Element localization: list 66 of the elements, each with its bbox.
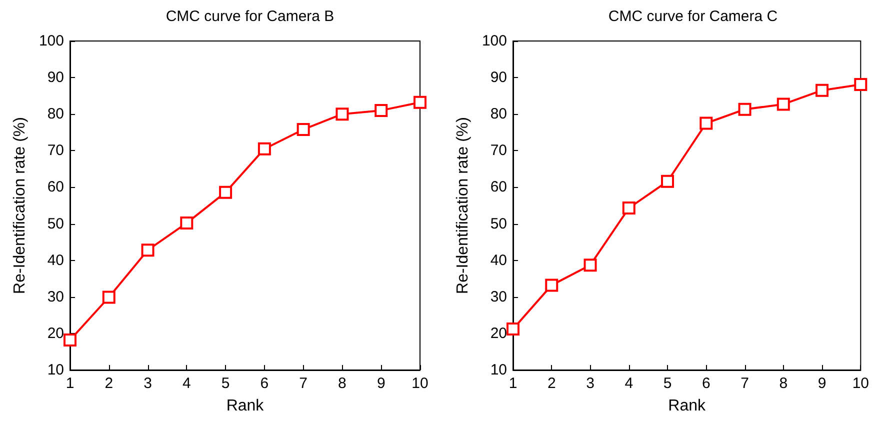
point xyxy=(414,96,426,109)
y-tick-label: 10 xyxy=(47,362,64,378)
y-tick-label: 20 xyxy=(490,324,507,342)
y-tick-label: 10 xyxy=(490,362,507,378)
x-tick-label: 9 xyxy=(818,375,826,392)
x-tick-label: 7 xyxy=(740,375,749,392)
x-tick-label: 5 xyxy=(221,375,230,392)
y-tick-label: 60 xyxy=(47,178,64,196)
point xyxy=(374,104,388,117)
y-tick-label: 40 xyxy=(490,252,507,269)
y-tick-label: 20 xyxy=(47,324,64,342)
point xyxy=(64,334,76,347)
point xyxy=(661,174,674,188)
point xyxy=(219,186,232,199)
x-tick-label: 3 xyxy=(144,375,152,392)
y-tick-label: 100 xyxy=(482,32,507,50)
x-tick-label: 4 xyxy=(182,375,191,392)
point xyxy=(180,216,194,230)
y-tick-label: 80 xyxy=(47,106,64,123)
x-tick-label: 9 xyxy=(376,375,386,392)
x-tick-label: 4 xyxy=(624,375,634,392)
y-tick-label: 90 xyxy=(490,69,507,86)
y-tick-label: 50 xyxy=(47,215,64,232)
x-tick-label: 7 xyxy=(299,375,308,392)
y-tick-label: 80 xyxy=(490,106,507,123)
y-tick-label: 70 xyxy=(490,142,507,160)
point xyxy=(336,108,349,121)
point xyxy=(622,202,636,215)
x-tick-label: 1 xyxy=(66,375,74,392)
x-tick-label: 6 xyxy=(702,375,710,392)
y-tick-label: 60 xyxy=(490,178,507,196)
point xyxy=(141,244,154,257)
x-axis-title: Rank xyxy=(668,398,706,414)
chart-title: CMC curve for Camera C xyxy=(608,8,778,25)
x-tick-label: 2 xyxy=(104,375,114,392)
point xyxy=(854,78,868,91)
y-axis-title: Re-Identification rate (%) xyxy=(454,117,472,294)
y-tick-label: 90 xyxy=(47,69,64,86)
y-axis-title: Re-Identification rate (%) xyxy=(12,117,29,294)
point xyxy=(296,122,310,136)
x-tick-label: 5 xyxy=(663,375,672,392)
y-tick-label: 70 xyxy=(47,142,64,160)
y-tick-label: 50 xyxy=(490,215,507,232)
x-tick-label: 8 xyxy=(779,375,788,392)
y-tick-label: 100 xyxy=(38,32,64,50)
point xyxy=(700,116,713,130)
y-tick-label: 40 xyxy=(47,252,64,269)
point xyxy=(776,98,790,111)
chart-title: CMC curve for Camera B xyxy=(166,8,334,25)
x-tick-label: 1 xyxy=(508,375,518,392)
x-tick-label: 8 xyxy=(338,375,346,392)
point xyxy=(506,322,520,336)
x-tick-label: 10 xyxy=(852,375,869,392)
point xyxy=(545,278,558,292)
point xyxy=(816,84,829,97)
point xyxy=(584,258,597,272)
y-tick-label: 30 xyxy=(490,288,507,306)
y-tick-label: 30 xyxy=(47,288,64,306)
x-tick-label: 10 xyxy=(412,375,428,392)
point xyxy=(258,142,271,156)
x-tick-label: 3 xyxy=(586,375,594,392)
x-tick-label: 6 xyxy=(260,375,269,392)
point xyxy=(738,102,752,116)
x-tick-label: 2 xyxy=(547,375,556,392)
point xyxy=(102,290,116,304)
x-axis-title: Rank xyxy=(226,398,265,414)
